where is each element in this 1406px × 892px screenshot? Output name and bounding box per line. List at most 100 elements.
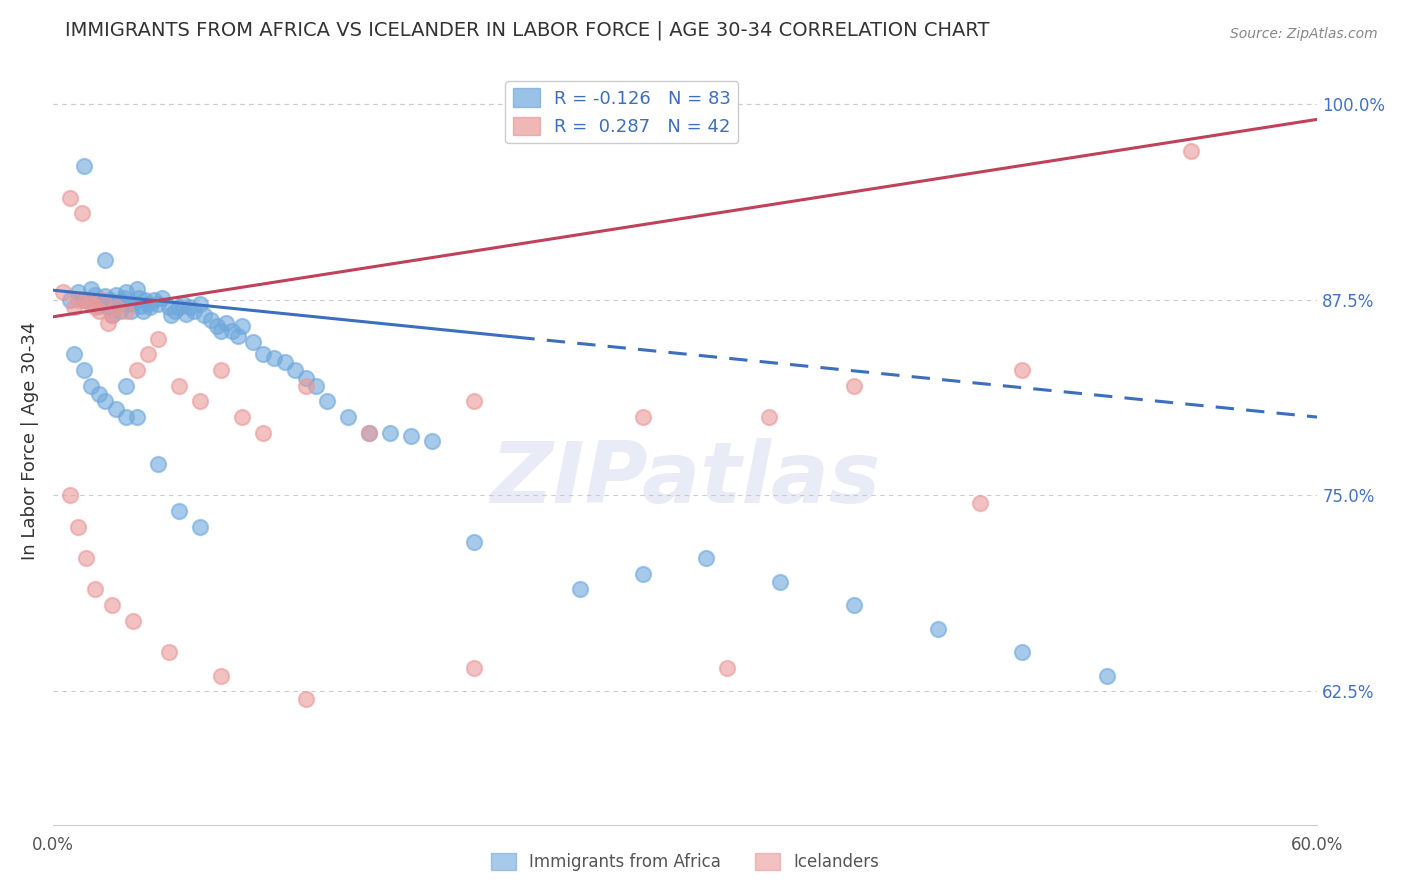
Point [242, 334, 264, 349]
Point [83, 582, 105, 597]
Point [927, 622, 949, 636]
Point [758, 410, 780, 425]
Point [138, 301, 160, 315]
Point [136, 297, 159, 311]
Point [125, 410, 148, 425]
Point [100, 308, 122, 322]
Point [188, 297, 211, 311]
Point [66, 520, 89, 534]
Point [66, 285, 89, 299]
Point [104, 301, 127, 315]
Point [104, 402, 127, 417]
Point [305, 378, 328, 392]
Point [83, 301, 105, 315]
Point [70, 206, 93, 220]
Point [179, 301, 201, 315]
Point [200, 313, 222, 327]
Point [125, 363, 148, 377]
Point [94, 289, 117, 303]
Point [87, 299, 110, 313]
Point [115, 378, 138, 392]
Point [842, 378, 865, 392]
Point [221, 324, 243, 338]
Point [91, 293, 114, 307]
Point [1180, 144, 1202, 158]
Point [284, 363, 307, 377]
Point [1011, 645, 1033, 659]
Point [420, 434, 443, 448]
Point [1095, 668, 1118, 682]
Point [631, 566, 654, 581]
Point [134, 293, 156, 307]
Point [100, 598, 122, 612]
Point [79, 297, 101, 311]
Text: ZIPatlas: ZIPatlas [489, 437, 880, 521]
Point [115, 410, 138, 425]
Point [58, 488, 80, 502]
Legend: Immigrants from Africa, Icelanders: Immigrants from Africa, Icelanders [485, 847, 886, 878]
Point [75, 293, 97, 307]
Point [52, 285, 75, 299]
Y-axis label: In Labor Force | Age 30-34: In Labor Force | Age 30-34 [21, 321, 39, 560]
Text: Source: ZipAtlas.com: Source: ZipAtlas.com [1230, 27, 1378, 41]
Point [146, 332, 169, 346]
Point [263, 351, 285, 365]
Point [463, 661, 485, 675]
Point [463, 394, 485, 409]
Point [172, 297, 194, 311]
Point [79, 282, 101, 296]
Point [129, 299, 152, 313]
Point [58, 293, 80, 307]
Point [96, 316, 118, 330]
Point [159, 308, 181, 322]
Point [120, 303, 142, 318]
Point [112, 291, 135, 305]
Point [132, 303, 155, 318]
Point [125, 282, 148, 296]
Point [183, 303, 205, 318]
Point [214, 316, 236, 330]
Point [73, 363, 96, 377]
Point [842, 598, 865, 612]
Point [87, 386, 110, 401]
Point [115, 285, 138, 299]
Point [128, 291, 150, 305]
Point [193, 308, 215, 322]
Point [163, 303, 186, 318]
Point [969, 496, 991, 510]
Point [399, 429, 422, 443]
Point [188, 520, 211, 534]
Point [205, 319, 228, 334]
Point [157, 645, 180, 659]
Point [209, 324, 232, 338]
Point [463, 535, 485, 549]
Point [94, 394, 117, 409]
Point [62, 347, 84, 361]
Point [273, 355, 295, 369]
Point [115, 303, 138, 318]
Point [121, 295, 143, 310]
Point [769, 574, 792, 589]
Text: IMMIGRANTS FROM AFRICA VS ICELANDER IN LABOR FORCE | AGE 30-34 CORRELATION CHART: IMMIGRANTS FROM AFRICA VS ICELANDER IN L… [65, 21, 990, 40]
Point [142, 293, 165, 307]
Point [136, 347, 159, 361]
Point [117, 297, 139, 311]
Point [62, 301, 84, 315]
Point [91, 295, 114, 310]
Point [252, 425, 274, 440]
Point [157, 301, 180, 315]
Point [108, 303, 131, 318]
Point [695, 551, 717, 566]
Point [98, 293, 121, 307]
Point [167, 301, 190, 315]
Point [79, 378, 101, 392]
Point [252, 347, 274, 361]
Point [146, 297, 169, 311]
Point [87, 303, 110, 318]
Point [83, 288, 105, 302]
Point [146, 457, 169, 471]
Point [94, 253, 117, 268]
Point [100, 308, 122, 322]
Point [294, 378, 316, 392]
Point [631, 410, 654, 425]
